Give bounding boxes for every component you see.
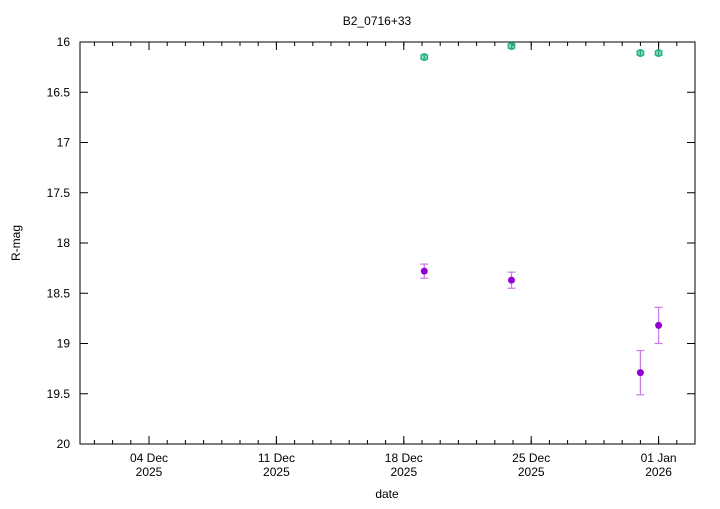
data-point [636, 49, 645, 58]
x-tick-year: 2025 [390, 465, 417, 479]
chart-title: B2_0716+33 [343, 14, 412, 28]
y-tick-label: 17.5 [47, 186, 71, 200]
y-tick-label: 18 [57, 236, 71, 250]
x-tick-label: 18 Dec [385, 451, 423, 465]
y-tick-label: 20 [57, 437, 71, 451]
data-point [420, 53, 429, 62]
data-marks [420, 42, 663, 396]
y-tick-label: 19 [57, 337, 71, 351]
data-point [655, 321, 663, 329]
x-tick-label: 11 Dec [258, 451, 295, 465]
x-tick-label: 25 Dec [512, 451, 550, 465]
data-point [507, 42, 516, 50]
y-tick-label: 18.5 [47, 286, 71, 300]
x-tick-label: 01 Jan [641, 451, 677, 465]
data-point [420, 267, 428, 275]
data-point [507, 276, 515, 284]
series-1 [420, 42, 663, 62]
y-axis-label: R-mag [9, 225, 23, 261]
data-point [654, 49, 663, 58]
y-tick-label: 16.5 [47, 85, 71, 99]
x-tick-year: 2025 [518, 465, 545, 479]
y-tick-label: 16 [57, 35, 71, 49]
x-axis-label: date [375, 487, 399, 501]
x-tick-year: 2025 [136, 465, 163, 479]
data-point [636, 369, 644, 377]
series-0 [420, 263, 663, 396]
x-tick-year: 2025 [263, 465, 290, 479]
plot-frame [79, 41, 696, 445]
x-tick-year: 2026 [645, 465, 672, 479]
y-tick-label: 17 [57, 136, 71, 150]
y-tick-label: 19.5 [47, 387, 71, 401]
x-tick-label: 04 Dec [130, 451, 168, 465]
